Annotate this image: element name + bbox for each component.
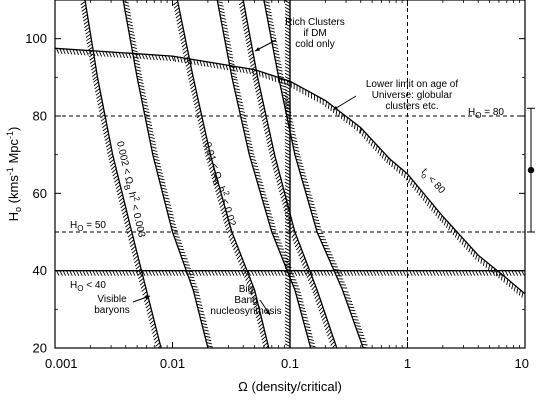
series-line-1 xyxy=(122,0,209,348)
series-hatch-2 xyxy=(173,1,194,80)
series-hatch-6 xyxy=(441,217,478,260)
series-hatch-6 xyxy=(359,128,390,164)
series-hatch-0 xyxy=(108,155,132,234)
annotation-5: 0.01 < ΩB h2 < 0.02 xyxy=(199,140,240,229)
arrow-head-2 xyxy=(145,295,150,300)
series-hatch-2 xyxy=(228,233,255,294)
series-hatch-0 xyxy=(142,291,161,348)
series-line-3 xyxy=(216,0,312,348)
series-hatch-4 xyxy=(270,155,295,234)
arrow-head-3 xyxy=(265,310,270,315)
series-hatch-6 xyxy=(290,81,324,106)
annotation-6: to < 80 xyxy=(417,167,447,198)
series-line-5 xyxy=(263,0,364,348)
error-bar-point xyxy=(527,166,535,174)
series-hatch-1 xyxy=(137,78,159,156)
arrow-head-1 xyxy=(333,105,338,110)
series-hatch-3 xyxy=(272,232,300,290)
annotation-3-line-2: nucleosynthesis xyxy=(210,306,281,317)
y-tick-label-2: 60 xyxy=(33,186,47,201)
series-hatch-5 xyxy=(317,232,348,289)
series-hatch-4 xyxy=(253,78,275,157)
annotation-1-line-1: Universe: globular xyxy=(372,90,453,101)
series-hatch-5 xyxy=(342,290,369,348)
series-hatch-6 xyxy=(477,256,506,283)
series-hatch-0 xyxy=(93,78,113,158)
y-axis-label: Ho (kms-1 Mpc-1) xyxy=(5,127,23,222)
x-tick-label-4: 10 xyxy=(515,356,529,371)
series-hatch-6 xyxy=(325,101,362,134)
y-tick-label-3: 80 xyxy=(33,109,47,124)
series-hatch-1 xyxy=(123,1,143,79)
axis-ticks xyxy=(54,0,526,349)
series-hatch-5 xyxy=(295,155,322,231)
annotation-1-line-0: Lower limit on age of xyxy=(366,79,458,90)
x-axis-label: Ω (density/critical) xyxy=(238,379,342,394)
y-tick-label-0: 20 xyxy=(33,341,47,356)
y-tick-label-4: 100 xyxy=(25,31,47,46)
annotation-0-line-1: if DM xyxy=(303,28,326,39)
plot-content xyxy=(55,0,525,348)
series-hatch-3 xyxy=(232,78,255,155)
annotation-2-line-0: Visible xyxy=(97,294,127,305)
series-hatch-0 xyxy=(80,1,98,81)
series-hatch-6 xyxy=(255,70,289,86)
series-hatch-4 xyxy=(313,291,337,348)
series-hatch-6 xyxy=(56,48,175,62)
series-hatch-0 xyxy=(127,233,147,292)
series-hatch-6 xyxy=(388,159,406,178)
labels: 0.001 0.01 0.1 1 10 20 40 60 80 100 Ω (density/cri… xyxy=(5,17,535,394)
series-hatch-1 xyxy=(153,155,178,232)
series-hatch-6 xyxy=(506,279,524,298)
annotation-0-line-2: cold only xyxy=(295,39,334,50)
hline-label-2: HO < 40 xyxy=(70,280,106,293)
annotation-4: 0.002 < ΩB h2 < 0.003 xyxy=(112,140,150,240)
series-hatch-6 xyxy=(405,175,443,222)
hline-hatch-2 xyxy=(56,270,525,276)
series-hatch-2 xyxy=(250,291,269,348)
series-line-0 xyxy=(84,0,162,348)
series-hatch-4 xyxy=(291,233,317,294)
annotation-0-line-0: Rich Clusters xyxy=(285,17,344,28)
series-line-6 xyxy=(55,47,525,295)
hline-label-1: HO = 50 xyxy=(70,220,106,233)
x-tick-label-3: 1 xyxy=(404,356,411,371)
series-hatch-1 xyxy=(193,291,213,348)
series-hatch-5 xyxy=(264,1,284,79)
x-tick-label-2: 0.1 xyxy=(281,356,299,371)
y-tick-label-1: 40 xyxy=(33,263,47,278)
arrow-head-0 xyxy=(255,47,260,51)
series-hatch-2 xyxy=(188,78,211,157)
x-tick-label-0: 0.001 xyxy=(45,356,78,371)
series-hatch-4 xyxy=(238,1,258,80)
x-tick-label-1: 0.01 xyxy=(160,356,185,371)
series-hatch-2 xyxy=(206,155,232,234)
series-line-2 xyxy=(176,0,270,348)
annotation-3-line-0: Big xyxy=(239,284,253,295)
annotation-1-line-2: clusters etc. xyxy=(385,101,438,112)
series-hatch-1 xyxy=(172,232,199,291)
annotation-2-line-1: baryons xyxy=(94,305,130,316)
annotation-3-line-1: Bang xyxy=(234,295,257,306)
series-hatch-6 xyxy=(173,56,255,75)
vline-hatch-0 xyxy=(284,0,291,347)
hline-label-0: HO = 80 xyxy=(468,107,504,120)
series-line-4 xyxy=(242,0,338,348)
series-hatch-3 xyxy=(295,290,316,348)
series-hatch-3 xyxy=(249,155,277,231)
series-hatch-3 xyxy=(217,1,238,79)
